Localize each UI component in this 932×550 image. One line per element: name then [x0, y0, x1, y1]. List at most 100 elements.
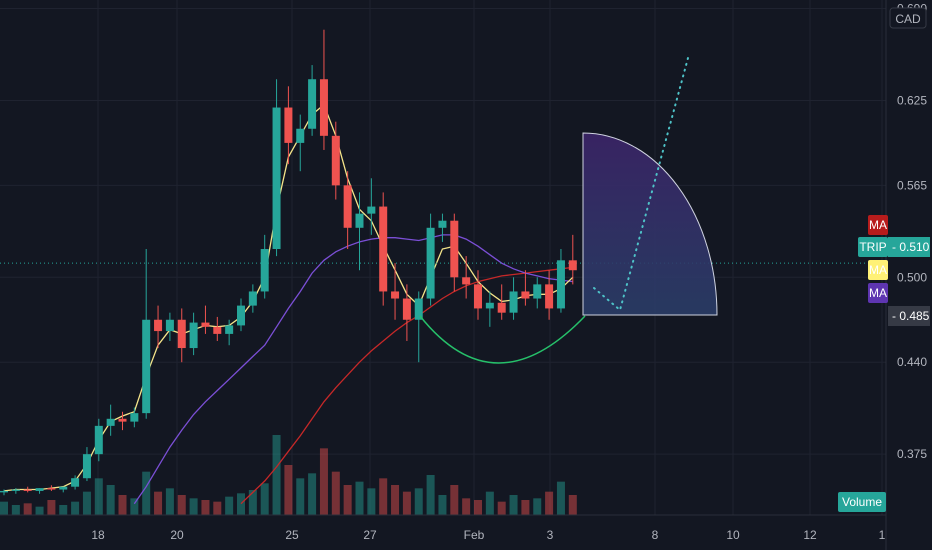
volume-bar [142, 471, 151, 515]
volume-bar [533, 498, 542, 515]
volume-bar [426, 475, 435, 515]
candle-body [189, 322, 198, 349]
candle-body [556, 260, 565, 309]
volume-bar [35, 506, 44, 515]
volume-bar [450, 485, 459, 515]
price-tick-label: 0.500 [897, 270, 927, 284]
volume-bar [296, 478, 305, 515]
candle-body [367, 206, 376, 214]
candle-body [177, 319, 186, 349]
price-tag: MA [868, 283, 888, 303]
price-tag-value: - 0.485 [892, 309, 930, 323]
volume-bar [355, 481, 364, 515]
time-tick-label: 3 [547, 528, 554, 542]
fan-sector-drawing[interactable] [582, 132, 718, 316]
price-tag-value: - 0.510 [892, 240, 930, 254]
candle-body [225, 325, 234, 334]
time-tick-label: 20 [170, 528, 184, 542]
volume-bar [556, 481, 565, 515]
volume-bar [130, 498, 139, 515]
volume-bar [237, 493, 245, 515]
volume-bar [308, 473, 317, 515]
candle-body [521, 291, 530, 299]
currency-label: CAD [895, 12, 921, 26]
time-tick-label: 10 [726, 528, 740, 542]
volume-bar [284, 465, 293, 515]
candle-body [355, 213, 364, 228]
volume-bar [0, 501, 8, 515]
candle-body [545, 284, 554, 309]
candle-body [106, 418, 115, 426]
price-tag-value-box [888, 237, 930, 257]
time-tick-label: 27 [363, 528, 377, 542]
volume-bar [11, 505, 20, 515]
price-tag: TRIP - 0.510 [858, 237, 930, 257]
volume-bar [189, 498, 198, 515]
volume-bar [59, 505, 68, 515]
volume-bar [177, 495, 186, 515]
volume-bar [213, 501, 222, 515]
candle-body [402, 298, 411, 320]
candle-body [165, 319, 174, 332]
candle-body [533, 284, 542, 299]
currency-badge[interactable]: CAD [889, 7, 927, 29]
time-axis[interactable]: 18 20 25 27 Feb 3 8 10 12 1 [0, 514, 886, 542]
candle-body [35, 488, 44, 491]
candle-body [462, 277, 471, 285]
volume-bar [23, 503, 32, 515]
price-tag-label: MA [869, 263, 887, 277]
time-tick-label: Feb [464, 528, 485, 542]
time-tick-label: 1 [879, 528, 886, 542]
candle-body [308, 79, 317, 129]
candle-body [130, 413, 139, 422]
volume-bar [497, 501, 506, 515]
volume-bar [379, 478, 388, 515]
candle-body [71, 478, 80, 487]
candle-body [391, 291, 400, 299]
time-tick-label: 12 [803, 528, 817, 542]
volume-bar [438, 495, 447, 515]
cup-arc-drawing[interactable] [419, 315, 586, 364]
price-tag-label: MA [869, 286, 887, 300]
candle-body [343, 185, 352, 228]
volume-legend[interactable]: Volume [838, 492, 886, 512]
price-tag-label: TRIP [859, 240, 886, 254]
candle-body [82, 454, 91, 479]
price-tick-label: 0.565 [897, 178, 927, 192]
price-tag-badge [868, 283, 888, 303]
price-tag-badge [858, 237, 888, 257]
volume-bar [414, 488, 423, 515]
drawing-tools[interactable] [419, 57, 718, 364]
candle-body [426, 227, 435, 299]
volume-bar [248, 490, 257, 515]
price-tick-label: 0.375 [897, 447, 927, 461]
projection-path-drawing[interactable] [593, 57, 689, 312]
candle-body [379, 206, 388, 292]
time-tick-label: 8 [652, 528, 659, 542]
volume-bar [260, 483, 269, 515]
price-tag: MA [868, 260, 888, 280]
candle-body [438, 220, 447, 228]
candle-body [260, 249, 269, 292]
candle-body [23, 489, 32, 491]
price-tag-value-box [888, 306, 930, 326]
price-tag-badge [868, 215, 888, 235]
volume-bar [343, 485, 352, 515]
candle-body [319, 79, 328, 136]
time-tick-label: 18 [91, 528, 105, 542]
price-tags: MA TRIP - 0.510 MA MA - 0.485 [858, 215, 930, 326]
price-tag: - 0.485 [888, 306, 930, 326]
volume-bar [331, 471, 340, 515]
candle-body [509, 291, 518, 313]
volume-bar [82, 491, 91, 515]
candle-body [201, 322, 210, 327]
candle-body [94, 425, 103, 455]
price-tick-label: 0.625 [897, 93, 927, 107]
volume-bar [402, 491, 411, 515]
volume-bar [71, 501, 80, 515]
volume-bar [521, 500, 530, 515]
candle-body [59, 486, 68, 490]
volume-bar [474, 500, 482, 515]
volume-bar [118, 495, 127, 515]
